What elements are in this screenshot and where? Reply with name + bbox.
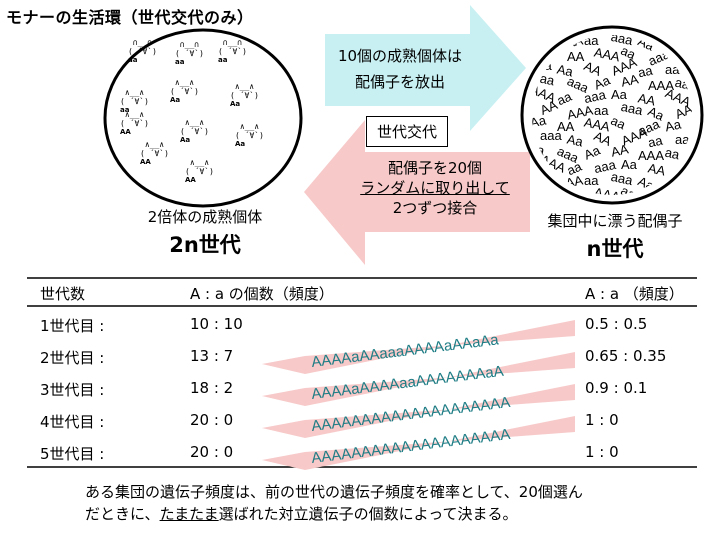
genotype-label: AA	[120, 128, 131, 136]
mona-face: ∧__∧ ( ´∀`)	[170, 78, 199, 96]
individual: ∧__∧ ( ´∀`) AA	[120, 110, 149, 136]
individual: ∧__∧ ( ´∀`) AA	[140, 140, 169, 166]
gamete: Aa	[611, 87, 627, 102]
gamete: AAA	[648, 78, 675, 93]
right-generation: n世代	[586, 237, 644, 261]
individual: ∧__∧ ( ´∀`) Aa	[230, 82, 259, 108]
cell-count: 20 : 0	[190, 411, 234, 429]
mona-face: ∧__∧ ( ´∀`)	[235, 122, 264, 140]
top-arrow-line2: 配偶子を放出	[354, 73, 445, 91]
cell-gen: 1世代目 :	[40, 317, 105, 335]
bottom-arrow-line3: 2つずつ接合	[392, 199, 478, 217]
individual: ∩__∩ ( ´∀`) aa	[218, 38, 247, 64]
footer-line2-post: 選ばれた対立遺伝子の個数によって決まる。	[218, 505, 518, 523]
individual: ∩__∩ ( ´∀`) aa	[128, 38, 157, 64]
cell-gen: 2世代目 :	[40, 349, 105, 367]
left-caption: 2倍体の成熟個体	[147, 208, 263, 226]
gamete: aaa	[540, 128, 562, 143]
bottom-arrow-line1: 配偶子を20個	[387, 159, 483, 177]
genotype-label: Aa	[180, 136, 191, 144]
cell-freq: 0.9 : 0.1	[585, 379, 648, 397]
allele-sequence: AAAAaAAAAaaAAAAAAAaA	[310, 363, 504, 403]
allele-sequence: AAAAaAAaaaAAAAaAAaAa	[310, 331, 500, 371]
mona-face: ∧__∧ ( ´∀`)	[140, 140, 169, 158]
mona-face: ∩__∩ ( ´∀`)	[175, 40, 204, 58]
bottom-arrow-line2: ランダムに取り出して	[360, 179, 510, 197]
cell-freq: 1 : 0	[585, 411, 619, 429]
generation-arrow	[262, 352, 575, 406]
cell-gen: 3世代目 :	[40, 381, 105, 399]
mona-face: ∩__∩ ( ´∀`)	[128, 38, 157, 56]
footer-line2: だときに、たまたま選ばれた対立遺伝子の個数によって決まる。	[85, 503, 705, 525]
generation-arrow	[262, 320, 575, 374]
genotype-label: Aa	[170, 96, 181, 104]
top-arrow	[325, 5, 526, 131]
individual: ∧__∧ ( ´∀`) AA	[185, 158, 214, 184]
generation-arrow	[262, 416, 575, 470]
header-count: A : a の個数（頻度）	[190, 285, 334, 303]
mona-face: ∧__∧ ( ´∀`)	[180, 118, 209, 136]
gamete: AAA	[638, 148, 665, 163]
individual: ∧__∧ ( ´∀`) Aa	[180, 118, 209, 144]
footer-line1: ある集団の遺伝子頻度は、前の世代の遺伝子頻度を確率として、20個選ん	[85, 483, 583, 501]
footer-emphasis: たまたま	[159, 505, 219, 523]
header-frequency: A : a （頻度）	[585, 285, 684, 303]
footer-line2-pre: だときに、	[85, 505, 160, 523]
cell-count: 13 : 7	[190, 347, 234, 365]
genotype-label: aa	[175, 58, 185, 66]
right-circle	[520, 25, 704, 205]
mona-face: ∧__∧ ( ´∀`)	[120, 88, 149, 106]
mona-face: ∧__∧ ( ´∀`)	[185, 158, 214, 176]
gamete: aa	[584, 173, 599, 188]
genotype-label: aa	[218, 56, 228, 64]
genotype-label: AA	[185, 176, 196, 184]
left-circle	[103, 28, 303, 208]
top-arrow-line1: 10個の成熟個体は	[337, 47, 463, 65]
individual: ∧__∧ ( ´∀`) Aa	[235, 122, 264, 148]
gamete: aa	[608, 112, 628, 133]
generation-change-box: 世代交代	[366, 116, 449, 147]
generation-arrow	[262, 384, 575, 438]
cell-freq: 0.65 : 0.35	[585, 347, 667, 365]
cell-gen: 4世代目 :	[40, 413, 105, 431]
mona-face: ∩__∩ ( ´∀`)	[218, 38, 247, 56]
individual: ∧__∧ ( ´∀`) aa	[120, 88, 149, 114]
gamete: AA	[557, 119, 575, 134]
right-caption: 集団中に漂う配偶子	[547, 212, 683, 230]
individual: ∧__∧ ( ´∀`) Aa	[170, 78, 199, 104]
gamete: Aa	[621, 157, 637, 172]
genotype-label: AA	[140, 158, 151, 166]
gamete: aa	[594, 103, 609, 118]
genotype-label: aa	[120, 106, 130, 114]
header-generation: 世代数	[40, 285, 86, 303]
bottom-arrow	[304, 120, 530, 265]
mona-face: ∧__∧ ( ´∀`)	[230, 82, 259, 100]
genotype-label: Aa	[235, 140, 246, 148]
genotype-label: Aa	[230, 100, 241, 108]
individual: ∩__∩ ( ´∀`) aa	[175, 40, 204, 66]
cell-freq: 0.5 : 0.5	[585, 315, 648, 333]
mona-face: ∧__∧ ( ´∀`)	[120, 110, 149, 128]
cell-count: 18 : 2	[190, 379, 234, 397]
cell-count: 10 : 10	[190, 315, 243, 333]
genotype-label: aa	[128, 56, 138, 64]
cell-count: 20 : 0	[190, 443, 234, 461]
gamete: aaa	[619, 98, 645, 119]
cell-freq: 1 : 0	[585, 443, 619, 461]
cell-gen: 5世代目 :	[40, 445, 105, 463]
gamete: AA	[567, 49, 585, 64]
allele-sequence: AAAAAAAAAAAAAAAAAAAA	[310, 426, 511, 467]
page-title: モナーの生活環（世代交代のみ）	[6, 8, 254, 27]
left-generation: 2n世代	[169, 233, 241, 257]
gamete: AA	[646, 160, 667, 179]
